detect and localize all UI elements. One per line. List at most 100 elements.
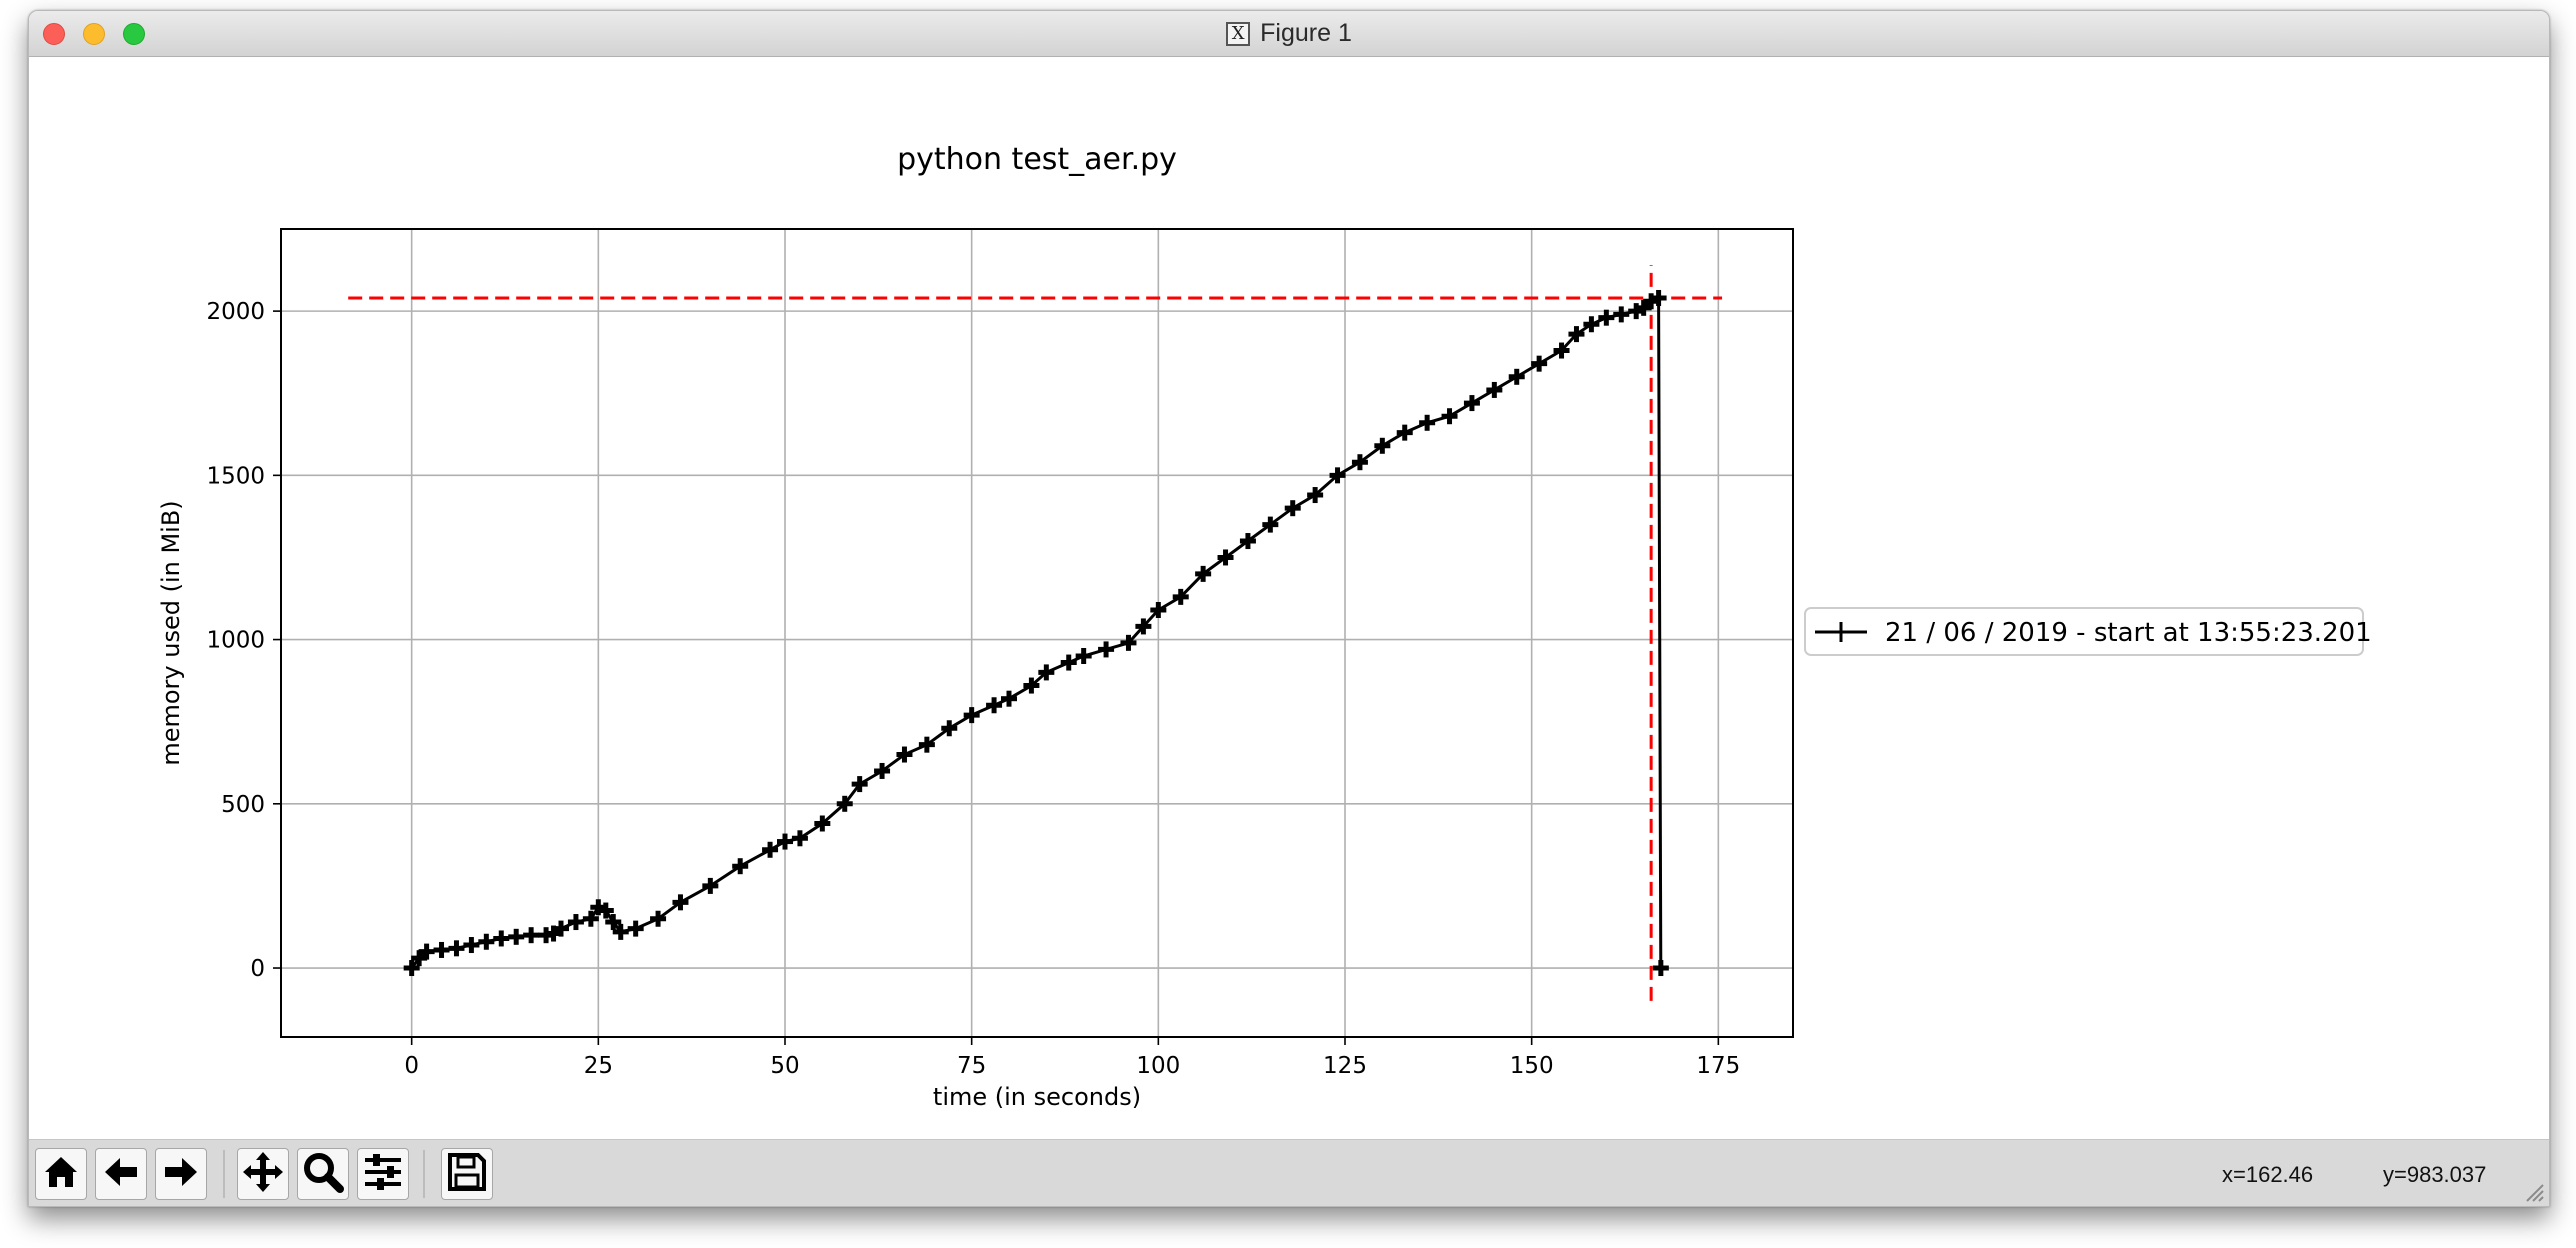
- data-point: [1508, 368, 1525, 385]
- data-point: [1262, 516, 1279, 533]
- x-tick-label: 150: [1510, 1053, 1554, 1079]
- window-title: Figure 1: [1260, 19, 1352, 47]
- data-point: [1374, 437, 1391, 454]
- data-point: [1075, 647, 1092, 664]
- sliders-icon: [361, 1150, 405, 1199]
- data-point: [597, 902, 614, 919]
- x-tick-label: 175: [1696, 1053, 1740, 1079]
- data-point: [1135, 618, 1152, 635]
- data-point: [1583, 316, 1600, 333]
- legend-label: 21 / 06 / 2019 - start at 13:55:23.201: [1885, 618, 2372, 648]
- data-point: [941, 720, 958, 737]
- close-window-button[interactable]: [43, 23, 65, 45]
- data-point: [1284, 500, 1301, 517]
- figure-canvas[interactable]: python test_aer.py 0 25 50 75 100 125 150 175 0…: [29, 57, 2549, 1139]
- data-point: [1486, 381, 1503, 398]
- y-tick-label: 2000: [206, 299, 265, 325]
- data-point: [814, 815, 831, 832]
- pan-button[interactable]: [237, 1148, 289, 1200]
- data-point: [1351, 454, 1368, 471]
- data-point: [672, 894, 689, 911]
- x-coordinate-readout: x=162.46: [2222, 1162, 2314, 1187]
- data-point: [418, 943, 435, 960]
- legend: 21 / 06 / 2019 - start at 13:55:23.201: [1804, 607, 2372, 656]
- x11-icon: X: [1226, 21, 1251, 46]
- data-point: [1553, 342, 1570, 359]
- arrow-right-icon: [161, 1152, 201, 1197]
- data-point: [1329, 467, 1346, 484]
- window-title-area: X Figure 1: [29, 11, 2549, 56]
- chart-grid: [281, 229, 1793, 1037]
- back-button[interactable]: [95, 1148, 147, 1200]
- data-point: [1060, 654, 1077, 671]
- x-tick-label: 0: [404, 1053, 419, 1079]
- magnifier-icon: [301, 1150, 345, 1199]
- data-point: [1150, 602, 1167, 619]
- data-point: [777, 833, 793, 850]
- data-point: [508, 928, 525, 945]
- x-tick-label: 75: [957, 1053, 986, 1079]
- x-tick-label: 50: [770, 1053, 799, 1079]
- data-point: [612, 923, 629, 940]
- floppy-disk-icon: [446, 1151, 488, 1198]
- data-point: [1613, 306, 1630, 323]
- y-tick-label: 1000: [206, 628, 265, 654]
- data-point: [1396, 424, 1413, 441]
- data-point: [1531, 355, 1548, 372]
- resize-grip-icon[interactable]: [2523, 1181, 2545, 1203]
- data-point: [1568, 326, 1585, 343]
- data-point: [1120, 634, 1137, 651]
- arrow-left-icon: [101, 1152, 141, 1197]
- data-point: [553, 920, 569, 937]
- y-tick-label: 500: [221, 792, 265, 818]
- figure-window: X Figure 1 python test_aer.py 0 25 50 75 100…: [28, 10, 2550, 1207]
- data-point: [896, 746, 913, 763]
- data-point: [851, 776, 868, 793]
- x-axis-label: time (in seconds): [933, 1083, 1141, 1111]
- data-point: [732, 858, 749, 875]
- data-point: [836, 795, 853, 812]
- y-tick-label: 0: [250, 956, 265, 982]
- move-icon: [241, 1150, 285, 1199]
- minimize-window-button[interactable]: [83, 23, 105, 45]
- data-point: [963, 707, 980, 724]
- zoom-window-button[interactable]: [123, 23, 145, 45]
- memory-chart: python test_aer.py 0 25 50 75 100 125 150 175 0…: [157, 142, 2372, 1111]
- data-point: [874, 762, 891, 779]
- home-button[interactable]: [35, 1148, 87, 1200]
- data-point: [1441, 408, 1458, 425]
- toolbar-separator: [223, 1150, 225, 1198]
- data-point: [791, 830, 808, 847]
- data-point: [605, 914, 622, 931]
- x-tick-label: 25: [584, 1053, 613, 1079]
- save-button[interactable]: [441, 1148, 493, 1200]
- data-point: [1652, 960, 1669, 977]
- data-point: [1098, 641, 1115, 658]
- series-line-group: [403, 289, 1669, 977]
- x-tick-label: 100: [1136, 1053, 1180, 1079]
- y-tick-label: 1500: [206, 463, 265, 489]
- data-point: [1195, 565, 1212, 582]
- data-point: [1419, 414, 1436, 431]
- y-axis-label: memory used (in MiB): [157, 500, 185, 765]
- data-point: [1239, 533, 1256, 550]
- chart-title: python test_aer.py: [897, 142, 1177, 177]
- data-point: [986, 697, 1003, 714]
- data-point: [1001, 690, 1017, 707]
- plot-frame: [280, 228, 1794, 1038]
- data-point: [463, 937, 480, 954]
- data-point: [650, 910, 667, 927]
- data-point: [1463, 395, 1480, 412]
- title-bar[interactable]: X Figure 1: [29, 11, 2549, 57]
- data-point: [1023, 677, 1040, 694]
- data-point: [762, 841, 779, 858]
- forward-button[interactable]: [155, 1148, 207, 1200]
- navigation-toolbar: x=162.46 y=983.037: [29, 1139, 2549, 1206]
- data-point: [478, 933, 495, 950]
- y-axis-ticks: 0 500 1000 1500 2000: [206, 299, 281, 982]
- zoom-button[interactable]: [297, 1148, 349, 1200]
- data-point: [582, 910, 599, 927]
- data-point: [918, 736, 935, 753]
- data-point: [1307, 487, 1324, 504]
- configure-subplots-button[interactable]: [357, 1148, 409, 1200]
